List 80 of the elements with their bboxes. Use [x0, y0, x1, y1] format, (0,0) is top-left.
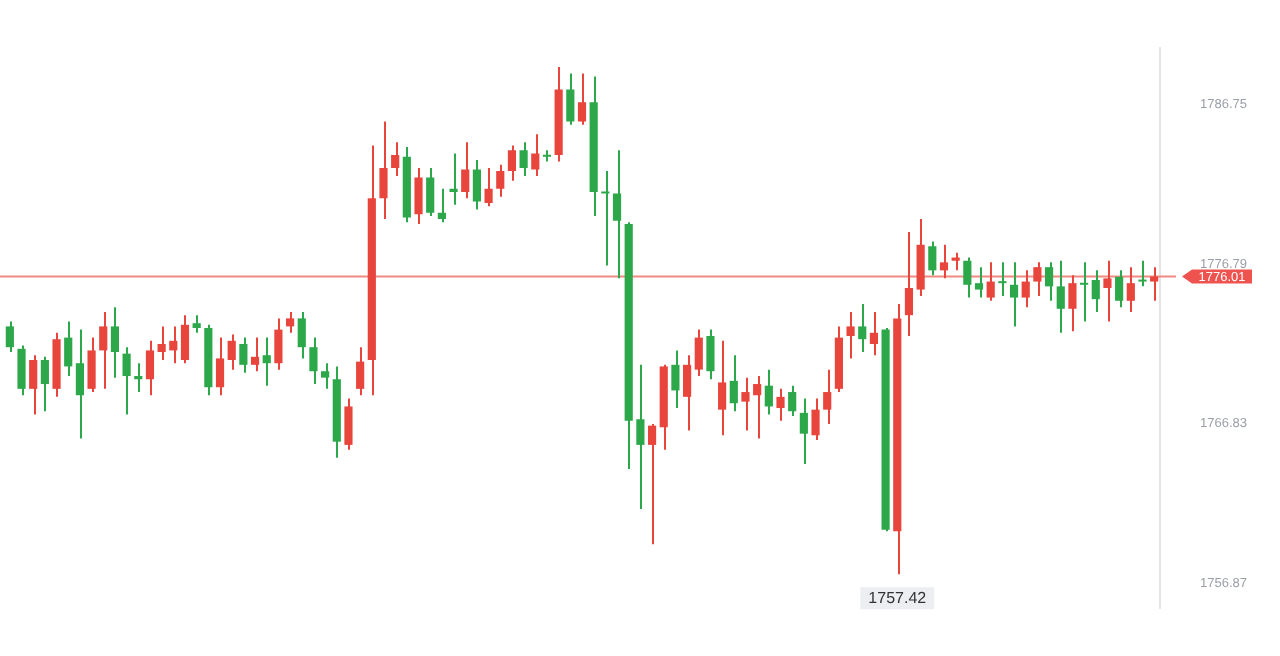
candlestick	[612, 149, 622, 280]
candlestick	[426, 166, 435, 217]
candlestick	[29, 354, 38, 416]
candlestick	[998, 261, 1007, 297]
candlestick	[1068, 274, 1077, 333]
candlestick	[496, 163, 505, 198]
candlestick	[916, 218, 925, 297]
candlestick	[683, 354, 692, 432]
candlestick	[472, 158, 481, 211]
candlestick	[134, 362, 143, 394]
candlestick	[1056, 259, 1065, 334]
candlestick	[5, 320, 14, 354]
candlestick	[577, 72, 587, 126]
candlestick	[1080, 261, 1089, 323]
candlestick	[776, 387, 785, 422]
candlestick	[297, 310, 306, 360]
candlestick	[647, 423, 657, 546]
annotation: 1757.42	[868, 588, 928, 607]
candlestick	[928, 240, 937, 277]
candlestick	[250, 336, 260, 373]
candlestick	[64, 320, 73, 378]
candlestick	[1150, 266, 1159, 302]
candlestick	[262, 336, 271, 387]
candlestick	[869, 310, 879, 357]
candlestick	[706, 328, 715, 381]
candlestick	[986, 261, 995, 302]
candlestick	[694, 328, 703, 378]
candlestick	[87, 336, 96, 394]
candlestick	[391, 141, 400, 177]
candlestick	[811, 397, 820, 442]
candlestick	[227, 333, 236, 371]
candlestick	[40, 355, 49, 413]
candlestick	[1103, 259, 1112, 323]
candlestick	[379, 120, 388, 221]
candlestick	[1138, 259, 1147, 288]
candlestick	[764, 368, 773, 416]
candlestick	[939, 243, 949, 280]
candlestick	[963, 256, 972, 299]
candlestick	[99, 310, 108, 390]
candlestick	[122, 346, 131, 416]
candlestick	[729, 354, 738, 413]
candlestick	[601, 170, 610, 267]
candlestick	[858, 302, 867, 354]
candlestick	[449, 152, 458, 206]
candlestick	[1126, 266, 1135, 313]
candlestick	[414, 166, 423, 225]
candlestick	[321, 362, 330, 390]
candlestick	[531, 133, 540, 177]
candlestick	[507, 144, 517, 182]
candlestick	[519, 141, 528, 177]
candlestick	[285, 310, 295, 334]
candlestick	[1021, 269, 1030, 309]
candlestick	[846, 310, 855, 360]
candlestick	[239, 336, 248, 374]
candlestick	[1033, 261, 1042, 297]
candlestick	[974, 266, 984, 299]
candlestick	[1091, 269, 1100, 313]
candlestick	[215, 336, 225, 397]
candlestick	[274, 317, 283, 371]
candlestick	[1115, 269, 1124, 309]
candlestick	[344, 397, 353, 451]
candlestick	[904, 230, 914, 338]
candlestick	[1044, 261, 1054, 302]
candlestick	[180, 314, 190, 365]
candlestick	[145, 339, 155, 397]
candlestick	[671, 349, 680, 410]
candlestick	[799, 397, 808, 466]
candlestick	[566, 72, 575, 126]
candlestick	[356, 346, 365, 397]
candlestick	[1009, 261, 1019, 328]
candlestick	[484, 166, 493, 208]
candlestick	[17, 344, 26, 397]
candlestick	[110, 306, 120, 379]
candlestick	[788, 384, 797, 418]
candlestick	[823, 368, 832, 426]
candlestick	[718, 339, 727, 437]
candlestick	[437, 187, 446, 224]
candlestick	[461, 141, 470, 200]
candlestick	[75, 328, 84, 440]
candlestick	[309, 336, 318, 386]
